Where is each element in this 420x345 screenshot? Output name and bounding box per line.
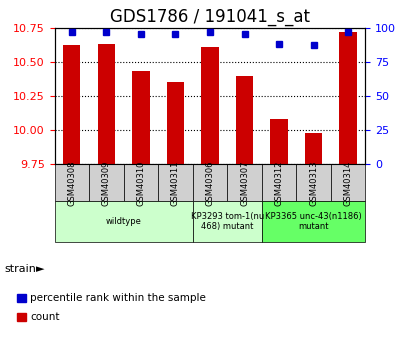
Bar (297, 165, 331, 201)
Text: GSM40310: GSM40310 (136, 160, 145, 206)
Text: count: count (30, 312, 60, 322)
Text: wildtype: wildtype (106, 217, 142, 226)
Bar (305, 133, 322, 165)
Text: GSM40308: GSM40308 (67, 160, 76, 206)
Text: GSM40309: GSM40309 (102, 160, 111, 206)
Text: GSM40312: GSM40312 (275, 160, 284, 206)
Text: KP3365 unc-43(n1186)
mutant: KP3365 unc-43(n1186) mutant (265, 212, 362, 231)
Bar (55, 201, 193, 242)
Bar (98, 44, 115, 165)
Bar (331, 165, 365, 201)
Bar (63, 46, 81, 165)
Bar (193, 201, 262, 242)
Bar (167, 82, 184, 165)
Bar (339, 32, 357, 165)
Bar (55, 165, 89, 201)
Bar (262, 201, 365, 242)
Bar (89, 165, 123, 201)
Bar (262, 165, 297, 201)
Bar (227, 165, 262, 201)
Bar (132, 71, 150, 165)
Text: GSM40307: GSM40307 (240, 160, 249, 206)
Text: strain: strain (4, 264, 36, 274)
Bar (201, 47, 219, 165)
Text: GSM40313: GSM40313 (309, 160, 318, 206)
Bar (158, 165, 193, 201)
Text: GSM40311: GSM40311 (171, 160, 180, 206)
Bar (270, 119, 288, 165)
Bar (123, 165, 158, 201)
Bar (193, 165, 227, 201)
Title: GDS1786 / 191041_s_at: GDS1786 / 191041_s_at (110, 8, 310, 26)
Text: percentile rank within the sample: percentile rank within the sample (30, 293, 206, 303)
Text: KP3293 tom-1(nu
468) mutant: KP3293 tom-1(nu 468) mutant (191, 212, 264, 231)
Text: ►: ► (36, 264, 44, 274)
Text: GSM40314: GSM40314 (344, 160, 353, 206)
Text: GSM40306: GSM40306 (205, 160, 215, 206)
Bar (236, 76, 253, 165)
